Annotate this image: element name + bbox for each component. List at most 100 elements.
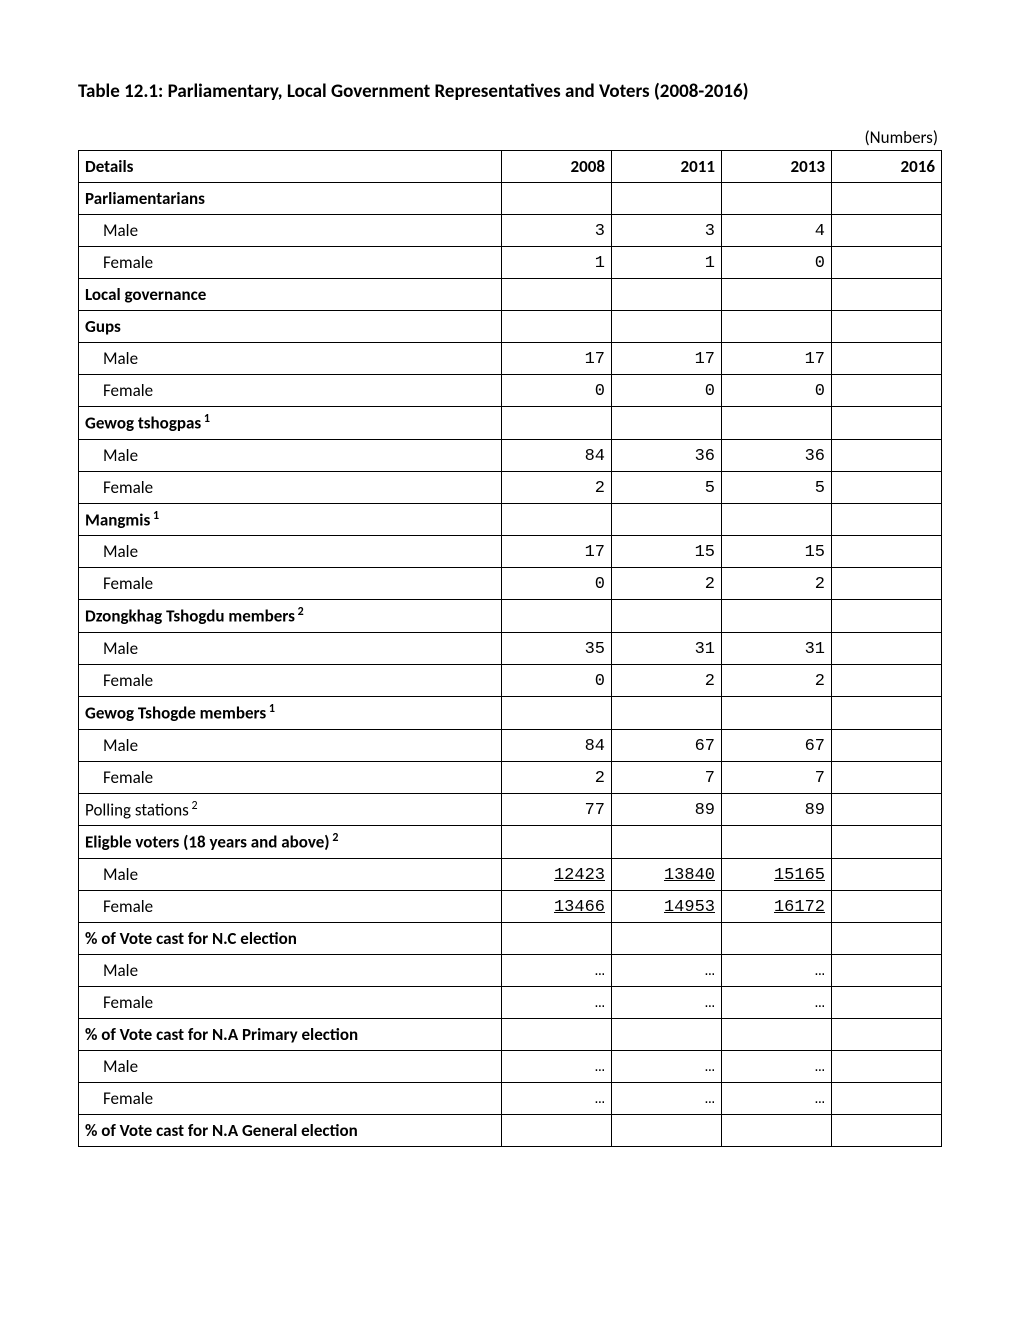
col-2011: 2011 (612, 151, 722, 183)
table-row: % of Vote cast for N.A General election (79, 1114, 942, 1146)
cell-value (832, 664, 942, 696)
cell-value: 14953 (612, 890, 722, 922)
table-row: % of Vote cast for N.A Primary election (79, 1018, 942, 1050)
row-label: % of Vote cast for N.C election (79, 922, 502, 954)
cell-value: 0 (722, 375, 832, 407)
cell-value: 1 (612, 247, 722, 279)
table-row: Female134661495316172 (79, 890, 942, 922)
cell-value (722, 183, 832, 215)
cell-value: 67 (722, 729, 832, 761)
cell-value: 0 (722, 247, 832, 279)
row-label: Male (79, 632, 502, 664)
table-row: Female000 (79, 375, 942, 407)
cell-value (832, 922, 942, 954)
cell-value: 5 (612, 471, 722, 503)
cell-value (832, 1050, 942, 1082)
data-table: Details 2008 2011 2013 2016 Parliamentar… (78, 150, 942, 1147)
footnote-sup: 1 (201, 412, 210, 426)
cell-value: 2 (502, 471, 612, 503)
table-row: Female……… (79, 986, 942, 1018)
row-label: Parliamentarians (79, 183, 502, 215)
cell-value: 3 (502, 215, 612, 247)
cell-value (832, 793, 942, 826)
cell-value: … (502, 1050, 612, 1082)
table-row: Male171717 (79, 343, 942, 375)
cell-value: … (722, 1050, 832, 1082)
cell-value: … (612, 986, 722, 1018)
cell-value: … (722, 1082, 832, 1114)
table-row: Eligble voters (18 years and above) 2 (79, 826, 942, 859)
cell-value: 17 (502, 343, 612, 375)
cell-value: 84 (502, 439, 612, 471)
footnote-sup: 2 (189, 799, 198, 813)
cell-value: 16172 (722, 890, 832, 922)
table-row: Male843636 (79, 439, 942, 471)
cell-value: 3 (612, 215, 722, 247)
cell-value (502, 311, 612, 343)
cell-value (722, 279, 832, 311)
row-label: Gewog Tshogde members 1 (79, 696, 502, 729)
cell-value (832, 600, 942, 633)
cell-value (612, 600, 722, 633)
footnote-sup: 2 (330, 831, 339, 845)
cell-value: 36 (612, 439, 722, 471)
cell-value: … (612, 1082, 722, 1114)
cell-value: … (502, 1082, 612, 1114)
cell-value: 2 (722, 568, 832, 600)
col-2008: 2008 (502, 151, 612, 183)
units-label: (Numbers) (78, 127, 942, 148)
col-2016: 2016 (832, 151, 942, 183)
table-row: Female022 (79, 664, 942, 696)
cell-value (722, 696, 832, 729)
cell-value (832, 439, 942, 471)
cell-value: … (502, 986, 612, 1018)
table-row: % of Vote cast for N.C election (79, 922, 942, 954)
cell-value (502, 503, 612, 536)
cell-value (832, 343, 942, 375)
cell-value: 89 (612, 793, 722, 826)
cell-value: 15 (612, 536, 722, 568)
cell-value (612, 696, 722, 729)
cell-value (502, 826, 612, 859)
table-row: Male846767 (79, 729, 942, 761)
table-row: Male……… (79, 954, 942, 986)
table-row: Parliamentarians (79, 183, 942, 215)
row-label: Female (79, 986, 502, 1018)
cell-value (832, 761, 942, 793)
row-label: % of Vote cast for N.A General election (79, 1114, 502, 1146)
cell-value (832, 471, 942, 503)
header-row: Details 2008 2011 2013 2016 (79, 151, 942, 183)
row-label: Female (79, 1082, 502, 1114)
table-title: Table 12.1: Parliamentary, Local Governm… (78, 80, 942, 103)
cell-value (832, 1018, 942, 1050)
cell-value (832, 375, 942, 407)
table-row: Local governance (79, 279, 942, 311)
cell-value: 2 (612, 568, 722, 600)
cell-value: 17 (502, 536, 612, 568)
cell-value (832, 407, 942, 440)
cell-value (612, 311, 722, 343)
footnote-sup: 2 (295, 605, 304, 619)
cell-value (612, 183, 722, 215)
table-row: Female255 (79, 471, 942, 503)
cell-value: 17 (612, 343, 722, 375)
col-details: Details (79, 151, 502, 183)
cell-value: 15165 (722, 858, 832, 890)
footnote-sup: 1 (266, 702, 275, 716)
cell-value: … (612, 1050, 722, 1082)
row-label: Male (79, 954, 502, 986)
row-label: % of Vote cast for N.A Primary election (79, 1018, 502, 1050)
row-label: Female (79, 890, 502, 922)
row-label: Male (79, 1050, 502, 1082)
cell-value (832, 858, 942, 890)
row-label: Polling stations 2 (79, 793, 502, 826)
table-row: Male353131 (79, 632, 942, 664)
cell-value (612, 1114, 722, 1146)
cell-value (832, 1114, 942, 1146)
cell-value (832, 536, 942, 568)
row-label: Male (79, 343, 502, 375)
cell-value (722, 503, 832, 536)
cell-value (502, 1114, 612, 1146)
cell-value (722, 1114, 832, 1146)
footnote-sup: 1 (150, 509, 159, 523)
